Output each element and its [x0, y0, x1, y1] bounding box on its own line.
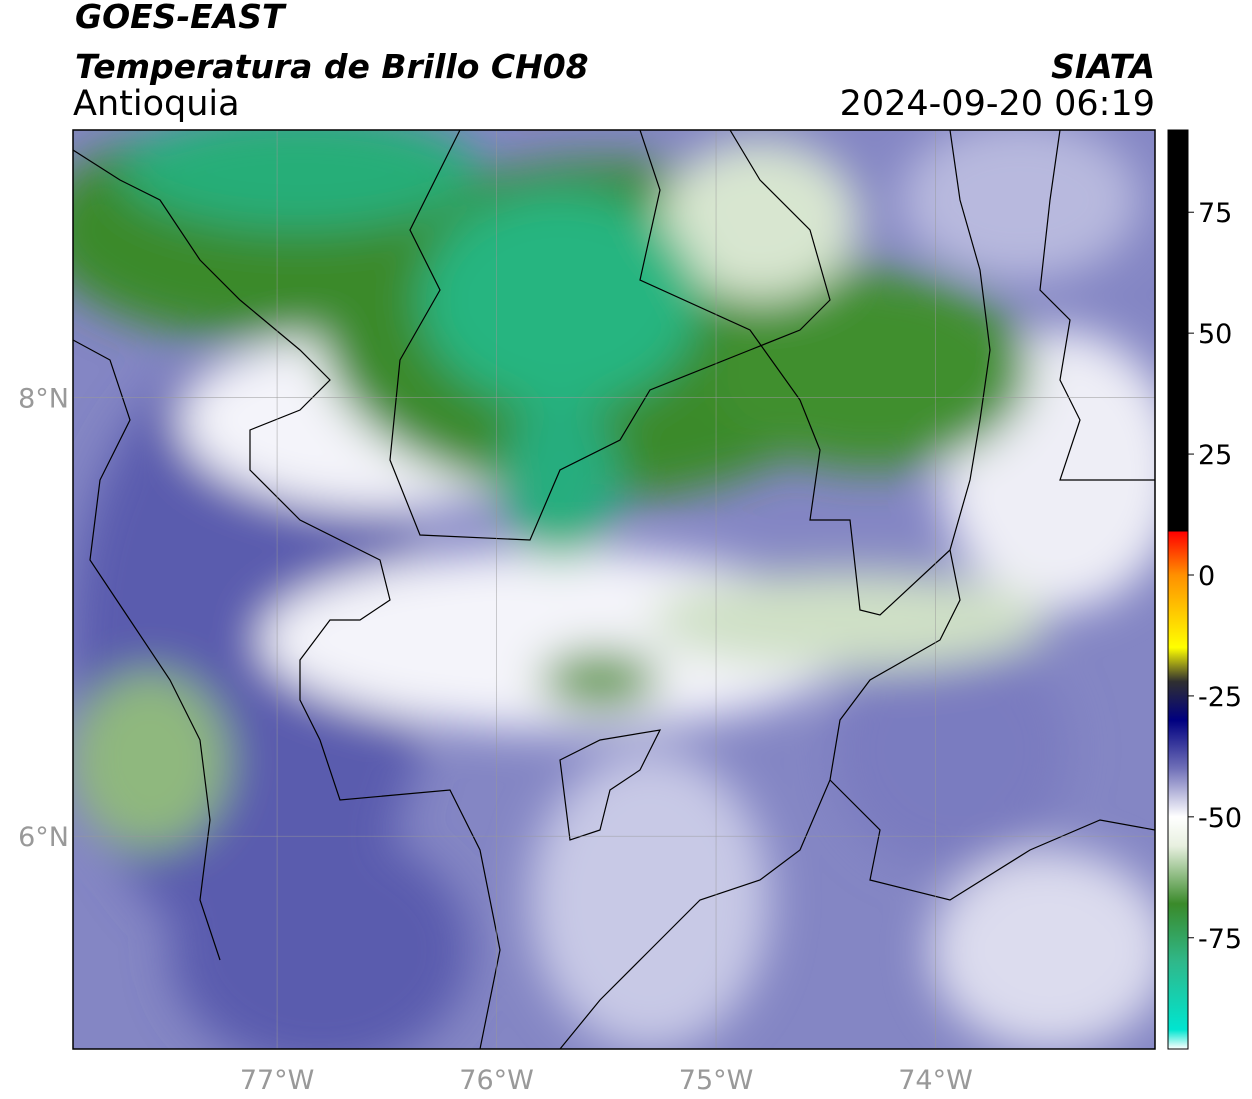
y-tick-label: 8°N	[18, 384, 69, 415]
map-frame	[72, 129, 1156, 1050]
x-tick-label: 75°W	[679, 1065, 754, 1096]
colorbar-tick-label: -50	[1198, 803, 1242, 834]
colorbar-tick-label: 50	[1198, 319, 1232, 350]
region: Antioquia	[73, 84, 240, 124]
source: SIATA	[1051, 47, 1155, 86]
colorbar-tick-label: 0	[1198, 561, 1215, 592]
x-tick-label: 74°W	[898, 1065, 973, 1096]
y-tick-label: 6°N	[18, 822, 69, 853]
x-tick-label: 77°W	[240, 1065, 315, 1096]
borders	[73, 130, 1155, 1049]
colorbar-fill	[1167, 129, 1189, 1050]
colorbar-tick-label: -75	[1198, 924, 1242, 955]
x-tick-label: 76°W	[459, 1065, 534, 1096]
colorbar-tick-label: -25	[1198, 682, 1242, 713]
colorbar: 75 50 25 0 -25 -50 -75	[1167, 129, 1242, 1050]
colorbar-tick-label: 75	[1198, 198, 1232, 229]
colorbar-tick-label: 25	[1198, 440, 1232, 471]
temperature-field	[73, 130, 1155, 1049]
grid	[73, 130, 1155, 1049]
title: GOES-EAST	[75, 0, 287, 36]
subtitle: Temperatura de Brillo CH08	[75, 47, 589, 86]
datetime: 2024-09-20 06:19	[840, 84, 1155, 124]
